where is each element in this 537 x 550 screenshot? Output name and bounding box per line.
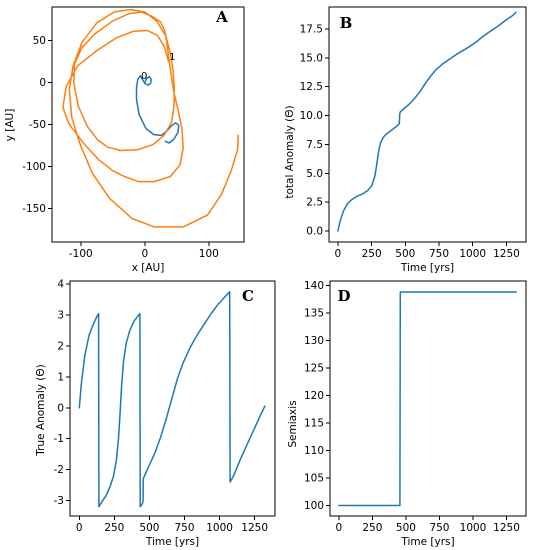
x-axis-label: Time [yrs] xyxy=(145,536,199,548)
y-tick-label: 50 xyxy=(33,35,46,47)
x-tick-label: -100 xyxy=(69,248,93,260)
x-tick-label: 500 xyxy=(139,522,159,534)
y-tick-label: -150 xyxy=(22,203,46,215)
panel-letter: D xyxy=(337,287,350,305)
x-tick-label: 750 xyxy=(429,248,449,260)
x-tick-label: 0 xyxy=(76,522,83,534)
point-annotation: 1 xyxy=(169,52,175,63)
y-axis-label: True Anomaly (Θ) xyxy=(35,364,47,457)
y-tick-label: 4 xyxy=(57,279,64,291)
x-tick-label: 1250 xyxy=(241,522,268,534)
x-tick-label: 1000 xyxy=(459,248,486,260)
x-tick-label: 1000 xyxy=(206,522,233,534)
x-axis-label: Time [yrs] xyxy=(400,262,454,274)
y-tick-label: 110 xyxy=(304,445,324,457)
y-tick-label: 140 xyxy=(304,280,324,292)
x-tick-label: 250 xyxy=(362,248,382,260)
panel-letter: A xyxy=(215,8,228,26)
y-tick-label: 135 xyxy=(304,307,324,319)
y-tick-label: 120 xyxy=(304,390,324,402)
x-tick-label: 250 xyxy=(362,522,382,534)
y-tick-label: 1 xyxy=(57,371,64,383)
x-tick-label: 1000 xyxy=(460,522,487,534)
y-tick-label: 10.0 xyxy=(300,110,323,122)
x-tick-label: 0 xyxy=(335,248,342,260)
y-tick-label: 17.5 xyxy=(300,23,323,35)
x-tick-label: 500 xyxy=(395,248,415,260)
axes-frame xyxy=(328,6,527,243)
y-tick-label: -3 xyxy=(54,495,64,507)
x-tick-label: 500 xyxy=(396,522,416,534)
axes-frame xyxy=(69,280,276,517)
x-tick-label: 750 xyxy=(174,522,194,534)
y-tick-label: 2 xyxy=(57,340,64,352)
y-tick-label: 0 xyxy=(39,77,46,89)
y-tick-label: 0.0 xyxy=(306,226,323,238)
x-tick-label: 0 xyxy=(141,248,148,260)
y-axis-label: Semiaxis xyxy=(287,400,299,447)
y-tick-label: -100 xyxy=(22,161,46,173)
x-axis-label: x [AU] xyxy=(132,262,165,274)
y-tick-label: 2.5 xyxy=(306,197,323,209)
y-tick-label: 125 xyxy=(304,362,324,374)
y-tick-label: 15.0 xyxy=(300,52,323,64)
y-tick-label: 100 xyxy=(304,500,324,512)
axes-frame xyxy=(51,6,245,243)
y-axis-label: y [AU] xyxy=(4,109,16,142)
panel-a-trajectory-plot: -100 0 100 50 0 -50 -100 -150 x [AU] y [AU] A 0 1 xyxy=(4,6,245,274)
panel-b-total-anomaly-plot: 0 250 500 750 1000 1250 0.0 2.5 5.0 7.5 10.0 12.5 15… xyxy=(284,6,527,274)
y-tick-label: 130 xyxy=(304,335,324,347)
panel-letter: B xyxy=(340,14,353,32)
x-tick-label: 1250 xyxy=(493,248,520,260)
point-annotation: 0 xyxy=(141,71,147,82)
y-tick-label: -2 xyxy=(54,464,64,476)
y-axis-label: total Anomaly (Θ) xyxy=(284,105,296,198)
panel-letter: C xyxy=(242,287,254,305)
y-tick-label: -1 xyxy=(54,433,64,445)
panel-d-semiaxis-plot: 0 250 500 750 1000 1250 140 135 130 125 120 115 110 1… xyxy=(287,280,527,548)
series-line-2 xyxy=(62,8,239,228)
series-line-1 xyxy=(135,75,180,144)
x-tick-label: 250 xyxy=(104,522,124,534)
y-tick-label: 0 xyxy=(57,402,64,414)
panel-c-true-anomaly-plot: 0 250 500 750 1000 1250 4 3 2 1 0 -1 -2 -3 Time [yrs] T… xyxy=(35,279,276,548)
series-line-1 xyxy=(338,291,517,507)
y-tick-label: 105 xyxy=(304,473,324,485)
y-tick-label: 7.5 xyxy=(306,139,323,151)
x-axis-label: Time [yrs] xyxy=(400,536,454,548)
x-tick-label: 750 xyxy=(429,522,449,534)
x-tick-label: 100 xyxy=(199,248,219,260)
y-tick-label: 115 xyxy=(304,417,324,429)
y-tick-label: -50 xyxy=(29,119,46,131)
x-tick-label: 0 xyxy=(336,522,343,534)
x-tick-label: 1250 xyxy=(493,522,520,534)
y-tick-label: 5.0 xyxy=(306,168,323,180)
series-line-1 xyxy=(337,11,517,232)
y-tick-label: 3 xyxy=(57,310,64,322)
y-tick-label: 12.5 xyxy=(300,81,323,93)
series-line-1 xyxy=(78,291,266,508)
axes-frame xyxy=(329,280,527,517)
